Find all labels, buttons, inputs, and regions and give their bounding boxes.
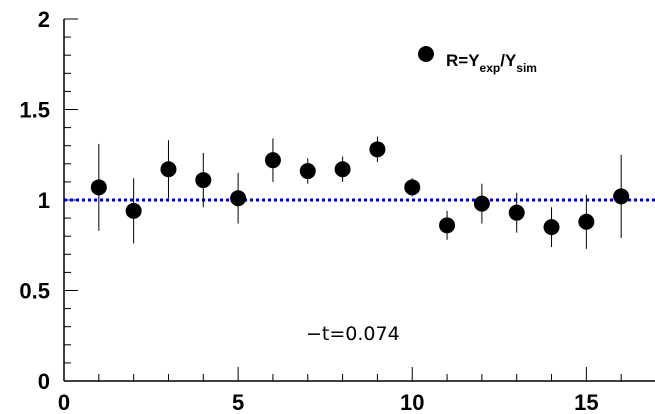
data-point: [613, 188, 630, 205]
data-points: [90, 141, 630, 236]
y-tick-label: 0: [38, 369, 50, 394]
x-tick-label: 10: [400, 390, 424, 414]
legend-label-part: R=Y: [446, 51, 480, 70]
data-point: [264, 152, 281, 169]
data-point: [473, 195, 490, 212]
y-tick-label: 2: [38, 7, 50, 32]
tick-labels: 0 0.5 1 1.5 2 0 5 10 15: [19, 7, 598, 414]
data-point: [508, 204, 525, 221]
y-tick-label: 1: [38, 188, 50, 213]
x-tick-label: 15: [574, 390, 598, 414]
annotation-t-value: −t=0.074: [306, 323, 400, 345]
y-tick-label: 0.5: [19, 279, 50, 304]
legend-label-subscript: sim: [516, 61, 537, 75]
data-point: [299, 163, 316, 180]
error-bars: [98, 136, 622, 249]
legend-label: R=Yexp/Ysim: [446, 51, 537, 75]
x-tick-label: 5: [232, 390, 244, 414]
data-point: [369, 141, 386, 158]
data-point: [125, 202, 142, 219]
legend-label-part: /Y: [500, 51, 517, 70]
legend-marker: [418, 46, 434, 62]
data-point: [439, 217, 456, 234]
y-tick-label: 1.5: [19, 98, 50, 123]
data-point: [90, 179, 107, 196]
data-point: [230, 190, 247, 207]
legend-label-subscript: exp: [480, 61, 501, 75]
data-point: [334, 161, 351, 178]
data-point: [578, 213, 595, 230]
legend: R=Yexp/Ysim: [418, 46, 537, 75]
data-point: [195, 172, 212, 189]
data-point: [404, 179, 421, 196]
data-point: [160, 161, 177, 178]
data-point: [543, 219, 560, 236]
x-tick-label: 0: [58, 390, 70, 414]
